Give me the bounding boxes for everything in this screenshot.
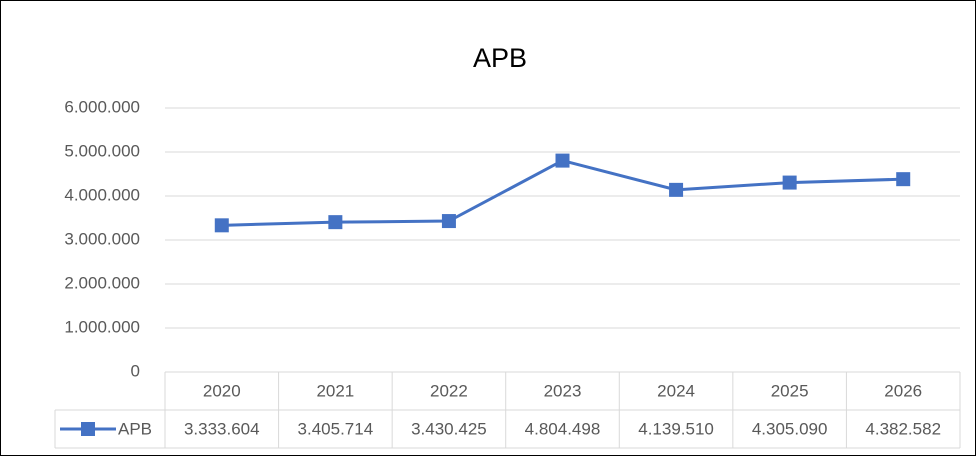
- y-tick-label: 0: [131, 361, 140, 380]
- x-tick-label: 2026: [884, 381, 922, 400]
- marker: [214, 218, 229, 233]
- y-tick-label: 5.000.000: [64, 141, 140, 160]
- legend-marker: [81, 422, 95, 436]
- table-value: 4.139.510: [638, 419, 714, 438]
- x-tick-label: 2022: [430, 381, 468, 400]
- chart-title: APB: [473, 43, 527, 73]
- marker: [896, 172, 911, 187]
- table-value: 4.305.090: [752, 419, 828, 438]
- y-tick-label: 4.000.000: [64, 185, 140, 204]
- x-tick-label: 2020: [203, 381, 241, 400]
- x-tick-label: 2021: [316, 381, 354, 400]
- table-value: 4.804.498: [525, 419, 601, 438]
- x-tick-label: 2025: [771, 381, 809, 400]
- table-value: 3.430.425: [411, 419, 487, 438]
- marker: [555, 153, 570, 168]
- table-value: 4.382.582: [865, 419, 941, 438]
- x-tick-label: 2023: [544, 381, 582, 400]
- y-tick-label: 1.000.000: [64, 317, 140, 336]
- table-value: 3.333.604: [184, 419, 260, 438]
- marker: [441, 214, 456, 229]
- table-value: 3.405.714: [298, 419, 374, 438]
- y-tick-label: 6.000.000: [64, 97, 140, 116]
- marker: [669, 182, 684, 197]
- legend-label: APB: [118, 419, 152, 438]
- marker: [782, 175, 797, 190]
- y-tick-label: 2.000.000: [64, 273, 140, 292]
- x-tick-label: 2024: [657, 381, 695, 400]
- marker: [328, 215, 343, 230]
- y-tick-label: 3.000.000: [64, 229, 140, 248]
